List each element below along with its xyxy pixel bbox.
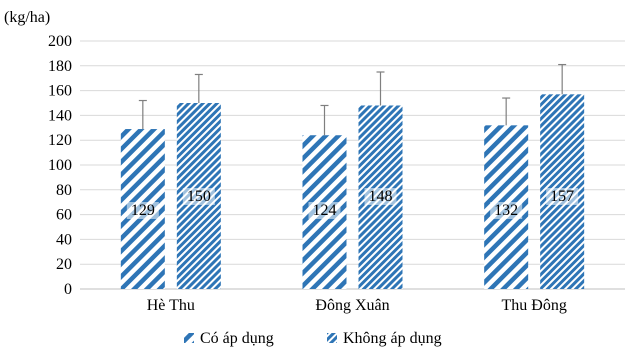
error-bars xyxy=(138,63,567,136)
data-labels: 129 150 124 148 132 157 xyxy=(126,188,579,219)
legend: Có áp dụng Không áp dụng xyxy=(184,330,442,347)
x-tick-label: Hè Thu xyxy=(147,297,195,314)
legend-label-series2: Không áp dụng xyxy=(343,330,442,347)
data-label-bg xyxy=(182,188,215,205)
data-label-series2-1: 150 xyxy=(187,188,211,205)
x-tick-label: Thu Đông xyxy=(502,297,567,314)
data-label-bg xyxy=(364,188,397,205)
legend-swatch-series2 xyxy=(327,333,337,343)
y-tick-label: 20 xyxy=(56,256,72,273)
data-label-series1-1: 129 xyxy=(131,202,155,219)
data-label-series2-3: 157 xyxy=(550,188,574,205)
y-tick-label: 60 xyxy=(56,207,72,224)
y-tick-label: 200 xyxy=(48,33,72,50)
gridlines xyxy=(80,40,625,290)
x-tick-label: Đông Xuân xyxy=(315,297,389,314)
y-tick-label: 120 xyxy=(48,132,72,149)
y-tick-label: 0 xyxy=(64,281,72,298)
y-tick-label: 80 xyxy=(56,182,72,199)
data-label-series2-2: 148 xyxy=(369,188,393,205)
data-label-series1-3: 132 xyxy=(494,202,518,219)
y-tick-labels: 0 20 40 60 80 100 120 140 160 180 200 xyxy=(48,33,72,298)
y-tick-label: 180 xyxy=(48,58,72,75)
y-unit-label: (kg/ha) xyxy=(4,9,50,26)
legend-swatch-series1 xyxy=(184,333,194,343)
data-label-bg xyxy=(490,202,523,219)
data-label-bg xyxy=(126,202,159,219)
x-tick-labels: Hè Thu Đông Xuân Thu Đông xyxy=(147,297,567,314)
y-tick-label: 100 xyxy=(48,157,72,174)
data-label-bg xyxy=(546,188,579,205)
data-label-series1-2: 124 xyxy=(313,202,337,219)
y-tick-label: 140 xyxy=(48,107,72,124)
y-tick-label: 40 xyxy=(56,231,72,248)
legend-label-series1: Có áp dụng xyxy=(200,330,274,347)
y-tick-label: 160 xyxy=(48,83,72,100)
data-label-bg xyxy=(308,202,341,219)
